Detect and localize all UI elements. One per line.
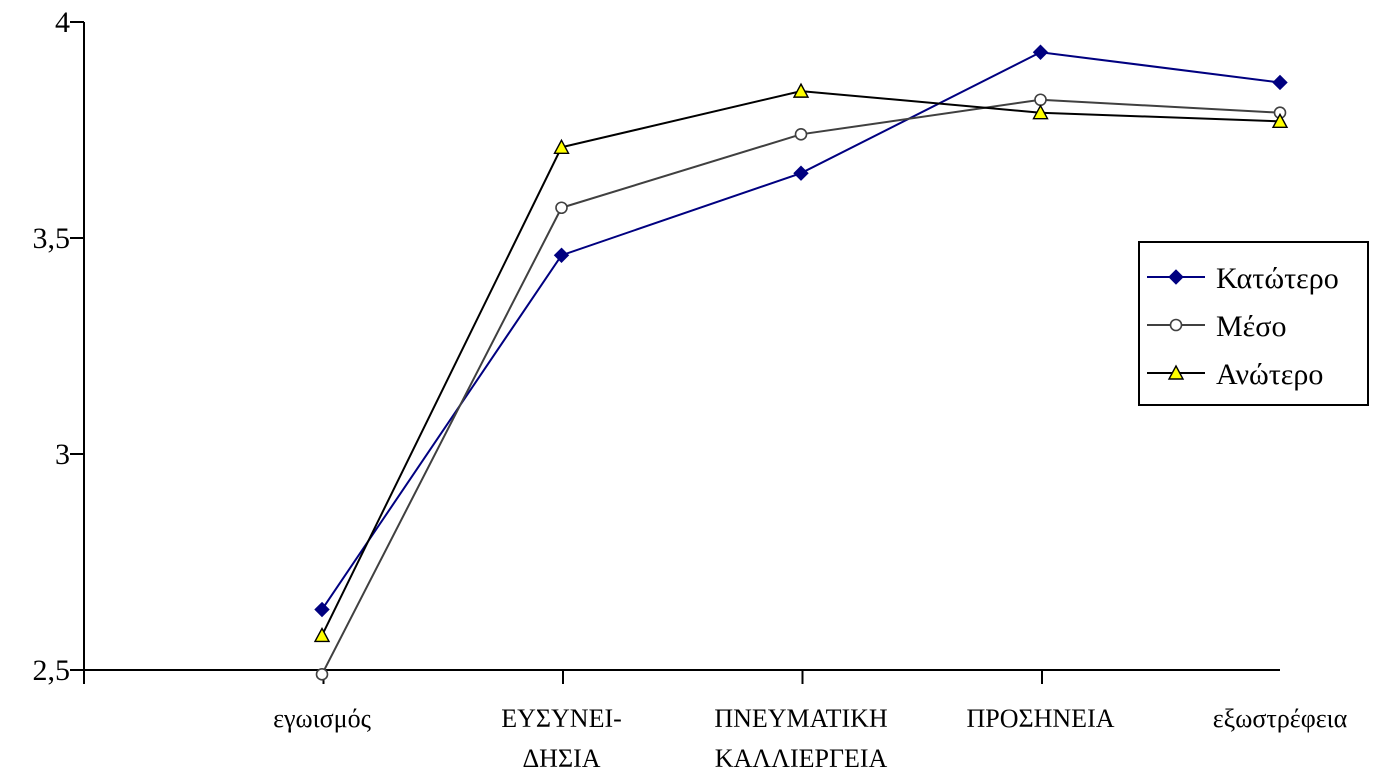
y-tick-label: 4 [55,6,70,39]
data-point [1167,364,1185,380]
data-point [315,668,329,681]
data-point [1032,104,1049,120]
legend-label: Ανώτερο [1216,358,1323,391]
x-tick-label: εγωισμός [273,704,371,733]
data-point [314,601,330,618]
y-tick-label: 3,5 [33,222,71,255]
legend-label: Κατώτερο [1216,262,1339,295]
data-point [792,82,810,98]
series-line [321,98,1281,675]
data-point [1168,269,1184,285]
x-tick-label: ΕΥΣΥΝΕΙ- [501,704,622,733]
data-point [1169,318,1183,332]
data-point [1272,74,1288,91]
data-point [553,247,570,263]
data-point [313,626,331,643]
x-tick-label: ΚΑΛΛΙΕΡΓΕΙΑ [715,744,888,773]
y-tick-label: 2,5 [33,654,71,687]
data-point [793,165,809,181]
data-point [1032,44,1049,60]
series-layer [313,44,1289,681]
legend: Κατώτερο Μέσο Ανώτερο [1138,241,1369,406]
y-tick-label: 3 [55,438,70,471]
x-tick-label: ΠΝΕΥΜΑΤΙΚΗ [714,704,888,733]
x-tick-label: ΠΡΟΣΗΝΕΙΑ [966,704,1114,733]
legend-label: Μέσο [1216,310,1286,343]
x-tick-label: ΔΗΣΙΑ [522,744,600,773]
axes-layer: 2,5 3 3,5 4 εγωισμός ΕΥΣΥΝΕΙ- ΔΗΣΙΑ ΠΝΕΥΜΑΤΙΚΗ Κ… [33,6,1348,773]
data-point [555,201,568,215]
data-point [794,128,808,141]
data-point [553,138,570,154]
data-point [1034,93,1047,107]
data-point [1271,112,1289,129]
x-tick-label: εξωστρέφεια [1213,704,1348,733]
